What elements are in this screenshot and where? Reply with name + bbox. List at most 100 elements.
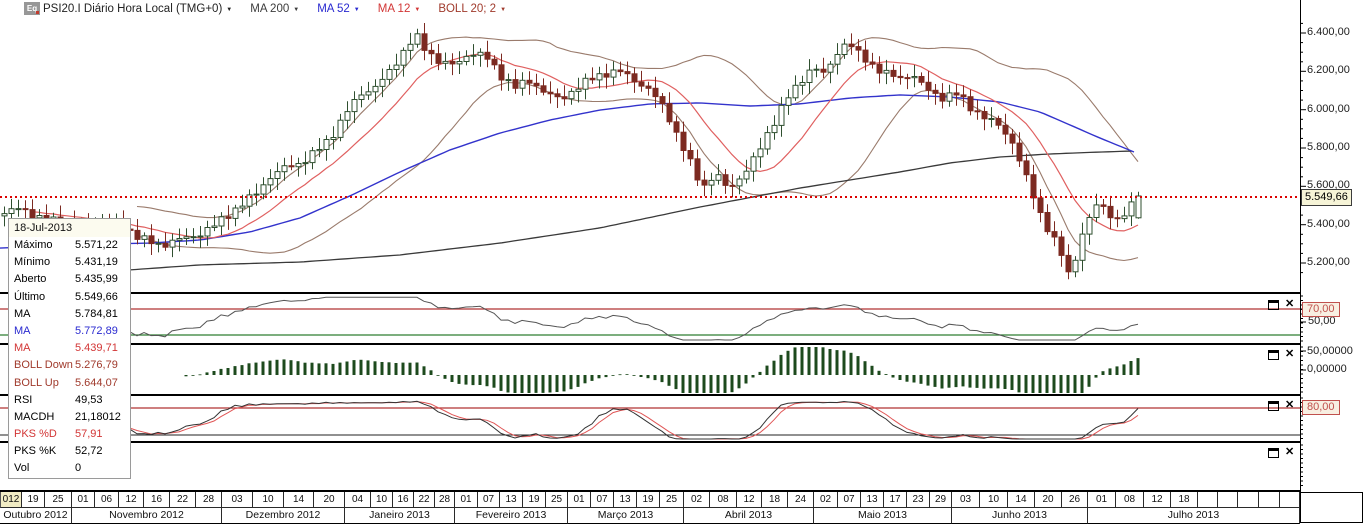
chevron-down-icon: ▼ <box>353 6 360 13</box>
day-tick: 17 <box>884 492 907 508</box>
day-tick: 01 <box>568 492 591 508</box>
day-tick <box>1198 492 1218 508</box>
price-tick-label: 6.400,00 <box>1307 26 1350 38</box>
price-tick-label: 5.800,00 <box>1307 141 1350 153</box>
month-tick: Maio 2013 <box>814 508 952 524</box>
price-axis-line <box>1300 0 1301 492</box>
day-tick: 13 <box>614 492 637 508</box>
indicator-ma200-menu[interactable]: MA 200 ▼ <box>250 3 299 15</box>
day-tick: 06 <box>95 492 119 508</box>
day-tick: 29 <box>930 492 952 508</box>
day-tick: 01 <box>455 492 478 508</box>
chart-header: Eq PSI20.I Diário Hora Local (TMG+0) ▼ M… <box>24 2 524 15</box>
day-tick: 01 <box>72 492 95 508</box>
day-tick: 10 <box>253 492 284 508</box>
day-tick: 13 <box>861 492 884 508</box>
day-tick: 12 <box>737 492 762 508</box>
panel-separator[interactable] <box>0 394 1300 396</box>
restore-icon[interactable] <box>1268 447 1279 458</box>
panel-separator[interactable] <box>0 441 1300 443</box>
tooltip-row: MACDH 21,18012 <box>14 410 121 423</box>
day-tick: 07 <box>838 492 861 508</box>
day-tick <box>1238 492 1259 508</box>
close-icon[interactable]: ✕ <box>1285 348 1295 360</box>
close-icon[interactable]: ✕ <box>1285 399 1295 411</box>
indicator-ma12-menu[interactable]: MA 12 ▼ <box>378 3 421 15</box>
restore-icon[interactable] <box>1268 349 1279 360</box>
day-tick: 03 <box>952 492 980 508</box>
day-tick: 10 <box>371 492 393 508</box>
day-tick: 25 <box>660 492 684 508</box>
day-tick: 22 <box>170 492 196 508</box>
month-tick: Novembro 2012 <box>72 508 222 524</box>
day-tick: 14 <box>1008 492 1035 508</box>
month-tick: Julho 2013 <box>1088 508 1300 524</box>
date-axis-months: Outubro 2012 Novembro 2012 Dezembro 2012 Ja… <box>0 508 1300 524</box>
axis-corner <box>1300 492 1363 523</box>
day-tick: 13 <box>500 492 523 508</box>
day-tick <box>1259 492 1280 508</box>
day-tick: 20 <box>1035 492 1062 508</box>
rsi-70-badge: 70,00 <box>1302 302 1340 317</box>
panel-separator <box>0 490 1300 492</box>
rsi-50-label: 50,00 <box>1308 315 1336 327</box>
day-tick: 28 <box>196 492 222 508</box>
indicator-boll-menu[interactable]: BOLL 20; 2 ▼ <box>438 3 506 15</box>
day-tick: 012 <box>0 492 22 508</box>
rsi-panel-buttons: ✕ <box>1268 299 1294 310</box>
month-tick: Março 2013 <box>568 508 684 524</box>
indicator-ma52-menu[interactable]: MA 52 ▼ <box>317 3 360 15</box>
chevron-down-icon: ▼ <box>293 6 300 13</box>
indicator-boll-label: BOLL 20; 2 <box>438 2 497 15</box>
tooltip-row: MA 5.772,89 <box>14 324 118 337</box>
instrument-title: PSI20.I Diário Hora Local (TMG+0) <box>43 2 223 15</box>
panel-separator[interactable] <box>0 292 1300 294</box>
month-tick: Fevereiro 2013 <box>455 508 568 524</box>
tooltip-row: PKS %D 57,91 <box>14 428 103 441</box>
month-tick: Janeiro 2013 <box>345 508 455 524</box>
day-tick: 12 <box>119 492 144 508</box>
volume-panel-buttons: ✕ <box>1268 447 1294 458</box>
close-icon[interactable]: ✕ <box>1285 446 1295 458</box>
day-tick <box>1280 492 1300 508</box>
tooltip-row: Vol 0 <box>14 462 82 475</box>
instrument-selector[interactable]: Eq PSI20.I Diário Hora Local (TMG+0) ▼ <box>24 2 232 15</box>
macd-50-label: 50,00000 <box>1307 345 1353 357</box>
tooltip-row: Mínimo 5.431,19 <box>14 256 118 269</box>
tooltip-row: Aberto 5.435,99 <box>14 273 118 286</box>
day-tick: 25 <box>546 492 568 508</box>
day-tick: 26 <box>1062 492 1088 508</box>
day-tick: 02 <box>684 492 710 508</box>
day-tick: 10 <box>980 492 1008 508</box>
day-tick: 04 <box>345 492 371 508</box>
indicator-ma52-label: MA 52 <box>317 2 350 15</box>
macd-panel-buttons: ✕ <box>1268 349 1294 360</box>
day-tick: 08 <box>710 492 737 508</box>
day-tick: 12 <box>1144 492 1171 508</box>
day-tick: 22 <box>414 492 435 508</box>
ohlc-tooltip: 18-Jul-2013 Máximo 5.571,22 Mínimo 5.431,19… <box>8 218 131 479</box>
equity-icon: Eq <box>24 2 40 15</box>
day-tick: 19 <box>637 492 660 508</box>
restore-icon[interactable] <box>1268 299 1279 310</box>
price-tick-label: 6.200,00 <box>1307 64 1350 77</box>
tooltip-row: PKS %K 52,72 <box>14 445 103 458</box>
restore-icon[interactable] <box>1268 400 1279 411</box>
day-tick: 16 <box>144 492 170 508</box>
day-tick: 07 <box>478 492 500 508</box>
day-tick <box>1218 492 1238 508</box>
day-tick: 18 <box>762 492 788 508</box>
day-tick: 07 <box>591 492 614 508</box>
price-tick-label: 6.000,00 <box>1307 102 1350 115</box>
day-tick: 24 <box>788 492 814 508</box>
stoch-80-badge: 80,00 <box>1302 400 1340 415</box>
day-tick: 18 <box>1171 492 1198 508</box>
panel-separator[interactable] <box>0 343 1300 345</box>
day-tick: 19 <box>22 492 45 508</box>
day-tick: 19 <box>523 492 546 508</box>
close-icon[interactable]: ✕ <box>1285 298 1295 310</box>
last-price-badge: 5.549,66 <box>1301 189 1352 206</box>
day-tick: 14 <box>284 492 314 508</box>
